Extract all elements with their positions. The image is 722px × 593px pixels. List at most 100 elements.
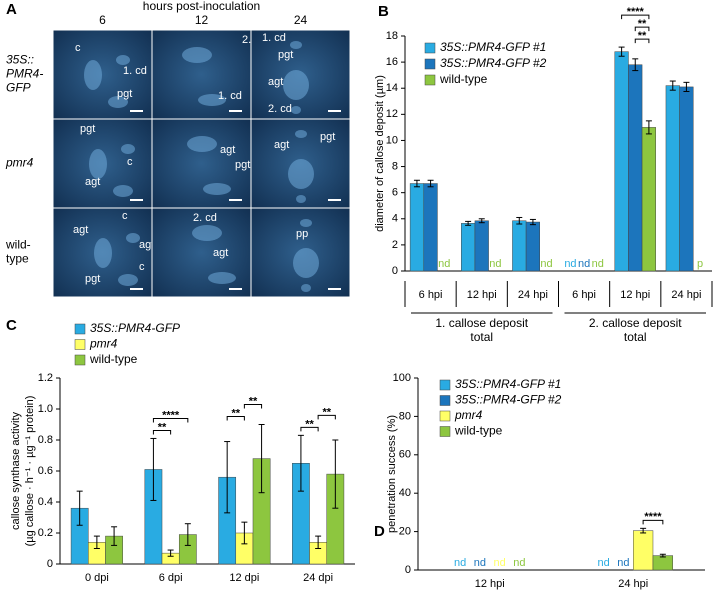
significance-bracket	[621, 14, 650, 20]
cell-annotation: pgt	[80, 123, 95, 135]
y-tick-label: 1.2	[38, 372, 53, 384]
group-label: total	[470, 330, 493, 344]
significance-bracket	[152, 417, 189, 423]
significance-bracket	[152, 429, 172, 435]
value-label: nd	[598, 557, 610, 569]
group-label: total	[624, 330, 647, 344]
spore	[283, 70, 309, 100]
significance-bracket	[300, 426, 319, 432]
cell-annotation: agt	[73, 224, 88, 236]
panel-label: D	[374, 523, 385, 540]
legend-label: wild-type	[89, 352, 138, 366]
legend-label: 35S::PMR4-GFP #1	[440, 40, 546, 54]
cell-annotation: c	[127, 156, 133, 168]
spore	[121, 144, 135, 154]
x-tick-label: 6 hpi	[572, 289, 596, 301]
cell-annotation: 1. cd	[262, 32, 286, 44]
significance-bracket	[634, 38, 650, 44]
bar	[652, 555, 673, 571]
bar	[512, 220, 527, 272]
y-tick-label: 0.6	[38, 465, 53, 477]
significance-label: ****	[162, 409, 180, 421]
cell-annotation: c	[75, 42, 81, 54]
row-label: wild-	[5, 238, 31, 252]
micrograph-cell	[152, 208, 251, 297]
value-label: nd	[438, 258, 450, 270]
spore	[300, 219, 312, 227]
bar	[461, 223, 476, 272]
spore	[208, 272, 236, 284]
column-label: 6	[99, 13, 106, 27]
legend-swatch	[439, 410, 451, 422]
spore	[108, 96, 128, 108]
spore	[113, 185, 133, 197]
x-tick-label: 6 hpi	[419, 289, 443, 301]
legend-label: pmr4	[89, 337, 118, 351]
x-tick-label: 0 dpi	[85, 572, 109, 584]
y-tick-label: 0.2	[38, 527, 53, 539]
spore	[192, 225, 222, 241]
y-tick-label: 14	[386, 82, 398, 94]
legend-swatch	[439, 426, 451, 437]
legend-label: 35S::PMR4-GFP	[90, 321, 180, 335]
micrograph-cell	[53, 30, 152, 119]
spore	[198, 94, 226, 106]
value-label: nd	[513, 557, 525, 569]
column-label: 12	[195, 13, 209, 27]
value-label: nd	[489, 258, 501, 270]
bar	[614, 51, 629, 272]
panel-label: B	[378, 3, 389, 20]
significance-label: ****	[627, 6, 645, 18]
x-tick-label: 24 hpi	[671, 289, 701, 301]
cell-annotation: 2. cd	[268, 103, 292, 115]
y-tick-label: 60	[399, 449, 411, 461]
row-label: pmr4	[5, 156, 34, 170]
panel-title: hours post-inoculation	[143, 0, 260, 13]
cell-annotation: 1. cd	[218, 90, 242, 102]
spore	[126, 233, 140, 243]
bar	[633, 530, 654, 571]
value-label: p	[697, 258, 703, 270]
x-tick-label: 12 dpi	[229, 572, 259, 584]
bar	[525, 221, 540, 272]
significance-label: **	[249, 395, 258, 407]
y-tick-label: 4	[392, 213, 398, 225]
legend-swatch	[424, 74, 436, 86]
y-tick-label: 12	[386, 108, 398, 120]
value-label: nd	[454, 557, 466, 569]
cell-annotation: agt	[213, 247, 228, 259]
value-label: nd	[578, 258, 590, 270]
spore	[291, 106, 301, 114]
x-tick-label: 12 hpi	[620, 289, 650, 301]
micrograph-cell	[152, 30, 251, 119]
spore	[116, 55, 130, 65]
y-axis-label: penetration success (%)	[386, 415, 398, 533]
y-tick-label: 100	[393, 372, 411, 384]
significance-label: **	[638, 18, 647, 30]
significance-label: **	[305, 418, 314, 430]
spore	[296, 195, 306, 203]
x-tick-label: 6 dpi	[159, 572, 183, 584]
value-label: nd	[540, 258, 552, 270]
significance-bracket	[634, 26, 650, 32]
group-label: 1. callose deposit	[435, 316, 528, 330]
y-axis-label: (µg callose · h⁻¹ · µg⁻¹ protein)	[24, 396, 36, 547]
significance-label: **	[638, 30, 647, 42]
cell-annotation: agt	[274, 139, 289, 151]
y-axis-label: callose synthase activity	[10, 412, 22, 530]
legend-swatch	[74, 323, 86, 335]
spore	[118, 274, 138, 286]
cell-annotation: pgt	[117, 88, 132, 100]
y-tick-label: 18	[386, 30, 398, 42]
y-tick-label: 0	[47, 558, 53, 570]
y-tick-label: 80	[399, 410, 411, 422]
value-label: nd	[617, 557, 629, 569]
legend-swatch	[439, 379, 451, 391]
spore	[290, 41, 302, 49]
x-tick-label: 12 hpi	[467, 289, 497, 301]
legend-swatch	[439, 395, 451, 406]
legend-label: 35S::PMR4-GFP #1	[455, 377, 561, 391]
spore	[187, 136, 217, 152]
panel-label: C	[6, 317, 17, 334]
bar	[641, 127, 656, 272]
